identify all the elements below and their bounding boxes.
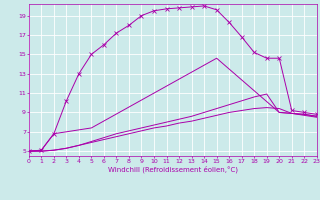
X-axis label: Windchill (Refroidissement éolien,°C): Windchill (Refroidissement éolien,°C) (108, 165, 238, 173)
